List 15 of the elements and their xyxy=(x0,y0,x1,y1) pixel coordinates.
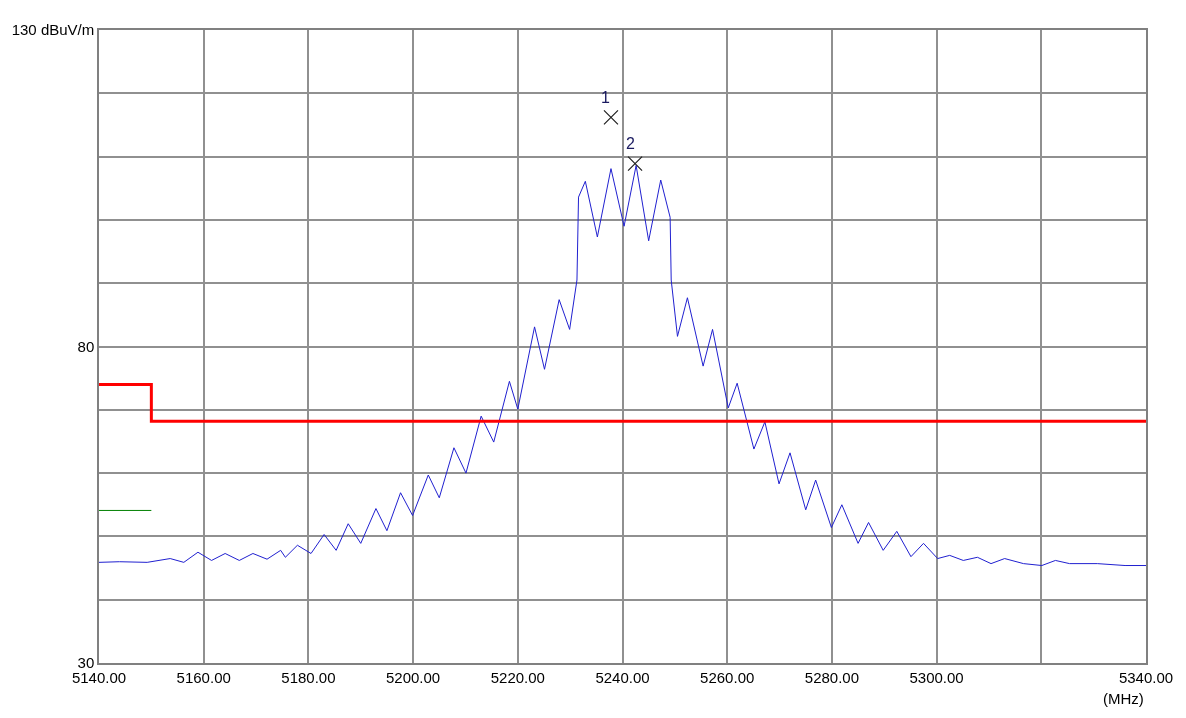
x-tick-label: 5340.00 xyxy=(1118,668,1174,686)
x-tick-label: 5280.00 xyxy=(804,668,860,686)
x-tick-label: 5160.00 xyxy=(176,668,231,686)
line-series xyxy=(99,164,1146,567)
x-tick-label: 5300.00 xyxy=(909,668,964,686)
x-tick-label: 5240.00 xyxy=(595,668,650,686)
annotation: 1 xyxy=(601,89,610,106)
annotation: 2 xyxy=(626,135,635,152)
x-axis-title: (MHz) xyxy=(1103,690,1144,707)
x-tick-label: 5260.00 xyxy=(700,668,755,686)
x-tick-label: 5220.00 xyxy=(490,668,545,686)
y-tick-label: 80 xyxy=(77,337,95,355)
x-tick-label: 5180.00 xyxy=(281,668,336,686)
x-tick-label: 5200.00 xyxy=(385,668,441,686)
y-tick-label: 130 dBuV/m xyxy=(11,21,95,39)
